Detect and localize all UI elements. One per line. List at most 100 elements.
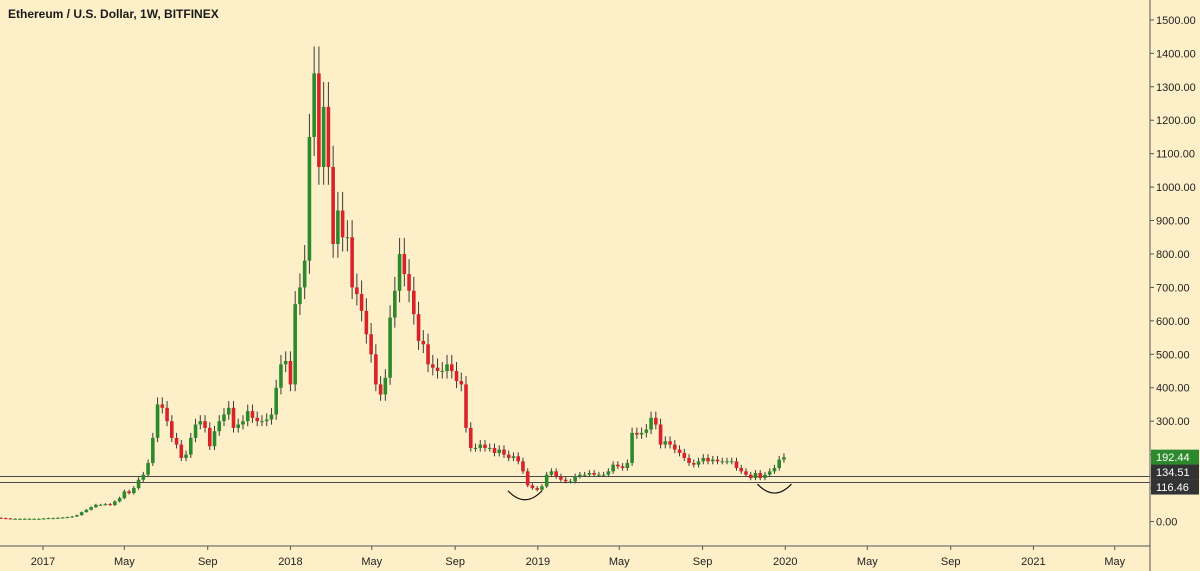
candle-down[interactable]: [506, 454, 511, 458]
candle-down[interactable]: [108, 504, 112, 506]
candle-down[interactable]: [203, 421, 207, 428]
candle-down[interactable]: [435, 367, 440, 372]
candle-up[interactable]: [298, 287, 302, 305]
candle-down[interactable]: [592, 473, 596, 475]
candle-down[interactable]: [468, 427, 473, 448]
candle-down[interactable]: [744, 471, 748, 475]
candle-up[interactable]: [151, 437, 155, 463]
candle-down[interactable]: [426, 344, 430, 365]
candle-up[interactable]: [122, 491, 127, 499]
candle-down[interactable]: [459, 381, 464, 385]
candle-down[interactable]: [454, 371, 459, 382]
candle-down[interactable]: [374, 354, 378, 385]
candle-down[interactable]: [492, 447, 497, 453]
candle-up[interactable]: [98, 504, 103, 506]
candle-down[interactable]: [483, 444, 487, 448]
candle-up[interactable]: [269, 414, 274, 420]
candle-up[interactable]: [279, 364, 283, 388]
candle-up[interactable]: [236, 424, 241, 428]
candle-down[interactable]: [430, 364, 435, 368]
candle-down[interactable]: [355, 287, 359, 295]
candle-up[interactable]: [393, 290, 397, 318]
candle-up[interactable]: [89, 507, 93, 510]
candle-up[interactable]: [113, 501, 117, 506]
candle-down[interactable]: [0, 517, 3, 519]
candle-down[interactable]: [535, 488, 539, 490]
candle-down[interactable]: [369, 334, 373, 355]
candle-down[interactable]: [516, 456, 521, 462]
candle-down[interactable]: [673, 444, 677, 450]
candle-up[interactable]: [260, 421, 264, 423]
candle-up[interactable]: [767, 471, 772, 475]
candle-up[interactable]: [753, 473, 758, 479]
candle-up[interactable]: [307, 136, 312, 261]
candle-down[interactable]: [207, 427, 212, 447]
candle-up[interactable]: [155, 404, 160, 438]
candle-up[interactable]: [274, 387, 278, 415]
candle-up[interactable]: [772, 467, 777, 472]
candle-down[interactable]: [554, 471, 558, 477]
candle-down[interactable]: [706, 457, 710, 462]
candle-up[interactable]: [321, 106, 326, 168]
candle-down[interactable]: [8, 518, 13, 520]
candle-down[interactable]: [449, 364, 454, 372]
candle-up[interactable]: [41, 518, 46, 520]
candle-down[interactable]: [559, 476, 563, 480]
candle-down[interactable]: [715, 459, 720, 462]
candle-up[interactable]: [84, 509, 89, 513]
candle-up[interactable]: [720, 461, 725, 463]
candle-up[interactable]: [725, 461, 729, 463]
candle-up[interactable]: [540, 486, 544, 490]
candle-up[interactable]: [729, 461, 734, 463]
candle-up[interactable]: [701, 457, 706, 462]
candle-up[interactable]: [60, 517, 65, 519]
candle-up[interactable]: [94, 504, 98, 508]
candle-up[interactable]: [511, 456, 516, 458]
candle-down[interactable]: [758, 473, 763, 479]
candle-down[interactable]: [677, 449, 682, 453]
candle-up[interactable]: [75, 515, 79, 517]
candle-down[interactable]: [530, 485, 535, 489]
candle-up[interactable]: [46, 518, 51, 520]
candle-up[interactable]: [222, 414, 226, 422]
candle-up[interactable]: [70, 516, 74, 518]
candle-up[interactable]: [777, 459, 781, 468]
candle-up[interactable]: [198, 421, 203, 425]
candle-down[interactable]: [654, 417, 658, 425]
candle-up[interactable]: [22, 518, 27, 520]
candle-down[interactable]: [416, 314, 421, 341]
candle-down[interactable]: [160, 404, 165, 408]
candle-up[interactable]: [245, 411, 250, 422]
candle-up[interactable]: [497, 449, 502, 453]
candle-up[interactable]: [117, 498, 122, 502]
candle-down[interactable]: [340, 210, 345, 238]
candle-up[interactable]: [37, 518, 41, 520]
candle-up[interactable]: [473, 447, 478, 449]
candle-up[interactable]: [27, 518, 32, 520]
candle-up[interactable]: [18, 518, 22, 520]
candle-up[interactable]: [440, 371, 445, 373]
candle-up[interactable]: [549, 471, 554, 475]
candle-up[interactable]: [625, 462, 630, 468]
candle-up[interactable]: [696, 461, 701, 465]
candle-down[interactable]: [521, 461, 525, 472]
candle-up[interactable]: [573, 476, 577, 482]
candle-down[interactable]: [402, 253, 407, 275]
candle-down[interactable]: [687, 457, 691, 463]
candle-up[interactable]: [136, 479, 141, 489]
candle-up[interactable]: [312, 73, 316, 137]
candle-up[interactable]: [663, 441, 668, 445]
candle-up[interactable]: [146, 462, 150, 475]
candle-up[interactable]: [184, 454, 188, 458]
candle-up[interactable]: [710, 459, 715, 462]
candle-up[interactable]: [51, 518, 55, 520]
candle-down[interactable]: [668, 441, 672, 445]
candle-up[interactable]: [141, 474, 146, 480]
candle-down[interactable]: [658, 424, 663, 445]
candle-down[interactable]: [691, 462, 696, 465]
candle-up[interactable]: [601, 474, 606, 476]
candle-down[interactable]: [165, 407, 169, 422]
candle-up[interactable]: [193, 424, 198, 438]
candle-up[interactable]: [217, 421, 222, 432]
